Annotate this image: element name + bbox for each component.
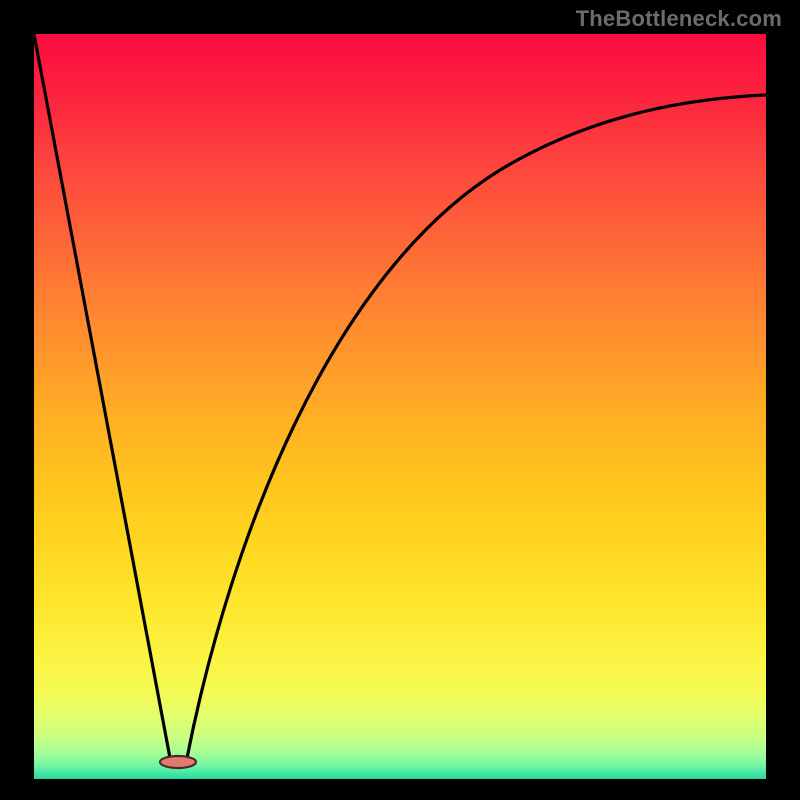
watermark-text: TheBottleneck.com bbox=[576, 6, 782, 32]
plot-background bbox=[34, 34, 766, 779]
chart-container: TheBottleneck.com bbox=[0, 0, 800, 800]
bottleneck-min-marker bbox=[160, 756, 196, 768]
bottleneck-chart-svg bbox=[0, 0, 800, 800]
